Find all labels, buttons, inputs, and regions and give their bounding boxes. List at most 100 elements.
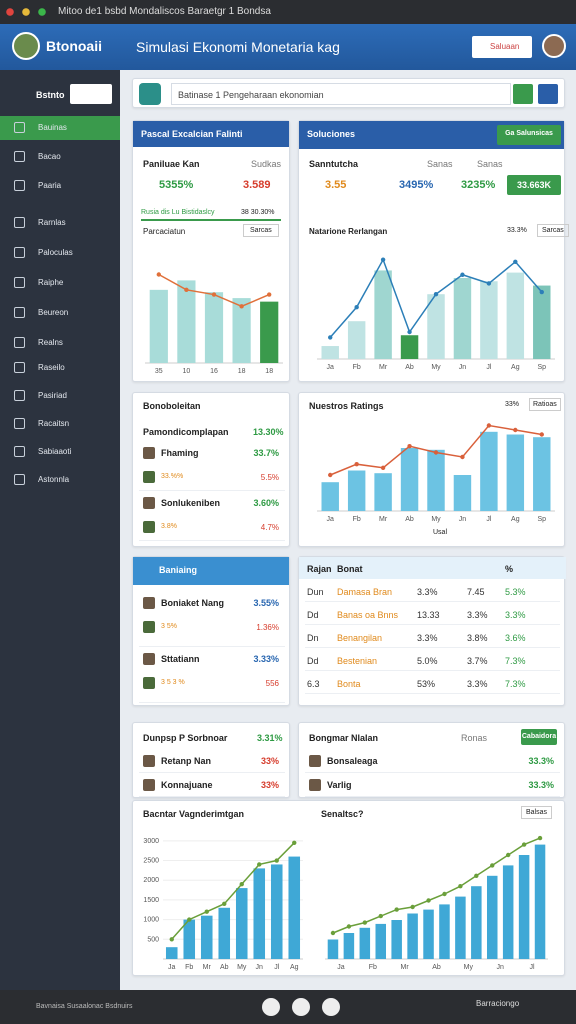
legend-entry: Usal <box>433 529 448 536</box>
point <box>184 287 189 293</box>
menu-item[interactable]: Astonnla <box>0 468 120 492</box>
menu-item[interactable]: Sabiaaoti <box>0 440 120 464</box>
chart: 35 10 16 18 18 <box>145 272 283 375</box>
search-button[interactable] <box>538 84 558 104</box>
x-tick-label: Ag <box>290 964 299 971</box>
footer-button[interactable]: Barraciongo <box>476 999 520 1008</box>
line <box>171 842 295 940</box>
bar <box>400 448 419 511</box>
thumb <box>143 779 155 791</box>
y-tick-label: 1500 <box>143 897 159 904</box>
table-cell: Benangilan <box>337 633 383 643</box>
column-header: Bonat <box>337 564 363 574</box>
stat-button[interactable]: 33.663K <box>507 175 561 195</box>
chart-button[interactable]: Sarcas <box>243 224 279 237</box>
menu-item[interactable]: Beureon <box>0 301 120 325</box>
list-item: Konnajuane 33% <box>139 773 285 797</box>
table-cell: Bonta <box>337 679 361 689</box>
bar <box>177 280 196 363</box>
list-item: Bonsaleaga 33.3% <box>305 749 560 773</box>
item-value: 3.60% <box>253 498 279 508</box>
x-tick-label: My <box>431 516 441 523</box>
table-cell: Dd <box>307 610 319 620</box>
panel-header: Pascal Excalcian Falinti <box>133 121 289 147</box>
bar <box>439 904 450 959</box>
bar <box>232 298 251 363</box>
footer-icon[interactable] <box>262 998 280 1016</box>
point <box>407 444 412 449</box>
table-cell: 3.3% <box>505 610 526 620</box>
table-cell: 3.7% <box>467 656 488 666</box>
menu-label: Raseilo <box>38 363 65 372</box>
search-button[interactable] <box>513 84 533 104</box>
x-tick-label: 35 <box>155 368 163 375</box>
bar <box>480 431 498 511</box>
point <box>169 937 174 942</box>
search-input[interactable]: Batinase 1 Pengeharaan ekonomian <box>171 83 511 105</box>
chart-button[interactable]: Sarcas <box>537 224 569 237</box>
footer-icon[interactable] <box>292 998 310 1016</box>
sidebar-search[interactable] <box>70 84 112 104</box>
menu-item[interactable]: Paaria <box>0 174 120 198</box>
bar <box>518 855 530 959</box>
menu-item[interactable]: Raiphe <box>0 271 120 295</box>
menu-item[interactable]: Realns <box>0 331 120 355</box>
menu-label: Realns <box>38 338 63 347</box>
user-avatar[interactable] <box>542 34 566 58</box>
x-tick-label: Mr <box>379 364 388 371</box>
point <box>537 835 543 841</box>
footer-icon[interactable] <box>322 998 340 1016</box>
menu-label: Pasiriad <box>38 391 67 400</box>
menu-icon <box>14 151 25 162</box>
menu-item[interactable]: Bauinas <box>0 116 120 140</box>
table-cell: 5.3% <box>505 587 526 597</box>
menu-item[interactable]: Paloculas <box>0 241 120 265</box>
point <box>490 863 495 868</box>
bar <box>204 292 224 363</box>
list: Retanp Nan 33% Konnajuane 33% <box>133 749 291 799</box>
item-detail: 3 5% <box>161 623 177 630</box>
browser-bar: Mitoo de1 bsbd Mondaliscos Baraetgr 1 Bo… <box>0 0 576 24</box>
panel: Nuestros Ratings 33% Ratioas Ja Fb Mr Ab My J… <box>298 392 565 547</box>
point <box>474 873 479 878</box>
table-cell: 6.3 <box>307 679 320 689</box>
x-tick-label: Jn <box>459 364 467 371</box>
progress-value: 38 30.30% <box>241 209 275 216</box>
point <box>407 329 412 335</box>
menu-item[interactable]: Pasiriad <box>0 384 120 408</box>
x-tick-label: Jl <box>486 364 492 371</box>
footer-text: Bavnaisa Susaalonac Bsdnuirs <box>36 1003 133 1010</box>
panel: Baniaing Boniaket Nang 3.55% 3 5% 1.36% Stta… <box>132 556 290 706</box>
y-tick-label: 3000 <box>143 838 159 845</box>
item-name: Sttatiann <box>161 654 200 664</box>
point <box>505 852 511 858</box>
table-row: Dun Damasa Bran 3.3% 7.45 5.3% <box>305 579 560 602</box>
table: Rajan Bonat% Dun Damasa Bran 3.3% 7.45 5.3% Dd B… <box>299 557 566 707</box>
list-item: Varlig 33.3% <box>305 773 560 797</box>
menu-item[interactable]: Bacao <box>0 145 120 169</box>
point <box>354 462 359 467</box>
chart: Ja Fb Mr Ab My Jn Jl <box>325 835 548 971</box>
menu-label: Paaria <box>38 181 62 190</box>
menu-label: Bacao <box>38 152 61 161</box>
point <box>539 432 544 437</box>
table-header: Rajan Bonat% <box>299 557 566 579</box>
menu-item[interactable]: Racaitsn <box>0 412 120 436</box>
panel-button[interactable]: Ga Salunsicas <box>497 125 561 145</box>
label: Ronas <box>461 733 488 743</box>
chart-button[interactable]: Balsas <box>521 806 553 819</box>
x-tick-label: Jn <box>459 516 467 523</box>
table-cell: 7.3% <box>505 656 526 666</box>
x-tick-label: Ja <box>327 516 335 523</box>
menu-item[interactable]: Rarnlas <box>0 211 120 235</box>
menu-icon <box>14 474 25 485</box>
table-cell: 3.3% <box>417 633 438 643</box>
point <box>354 304 359 310</box>
menu-item[interactable]: Raseilo <box>0 356 120 380</box>
panel-button[interactable]: Cabaidora <box>521 729 557 745</box>
point <box>380 257 386 262</box>
chart-button[interactable]: Ratioas <box>529 398 561 411</box>
menu-icon <box>14 180 25 191</box>
point <box>460 454 465 460</box>
header-button[interactable]: Saluaan <box>472 36 532 58</box>
